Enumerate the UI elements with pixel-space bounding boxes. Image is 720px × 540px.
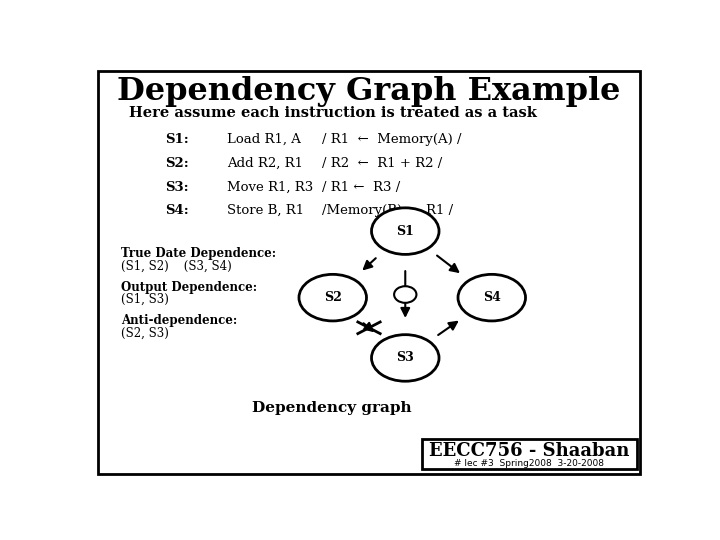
Ellipse shape — [299, 274, 366, 321]
Text: (S2, S3): (S2, S3) — [121, 327, 168, 340]
Text: True Date Dependence:: True Date Dependence: — [121, 247, 276, 260]
Text: Dependency graph: Dependency graph — [252, 401, 411, 415]
Text: / R1 ←  R3 /: / R1 ← R3 / — [322, 180, 400, 193]
Circle shape — [394, 286, 416, 303]
Text: S2:: S2: — [166, 157, 189, 170]
Text: S4:: S4: — [166, 204, 189, 217]
Ellipse shape — [372, 335, 439, 381]
Text: Store B, R1: Store B, R1 — [227, 204, 304, 217]
Text: /Memory(B) ←  R1 /: /Memory(B) ← R1 / — [322, 204, 453, 217]
Ellipse shape — [372, 208, 439, 254]
Text: (S1, S2)    (S3, S4): (S1, S2) (S3, S4) — [121, 260, 231, 273]
Text: Add R2, R1: Add R2, R1 — [227, 157, 302, 170]
Text: Load R1, A: Load R1, A — [227, 133, 300, 146]
Text: S3: S3 — [397, 352, 414, 365]
Text: S2: S2 — [324, 291, 342, 304]
Text: / R1  ←  Memory(A) /: / R1 ← Memory(A) / — [322, 133, 461, 146]
Text: S1:: S1: — [166, 133, 189, 146]
Text: S3:: S3: — [166, 180, 189, 193]
Text: # lec #3  Spring2008  3-20-2008: # lec #3 Spring2008 3-20-2008 — [454, 458, 604, 468]
FancyBboxPatch shape — [99, 71, 639, 474]
Text: EECC756 - Shaaban: EECC756 - Shaaban — [429, 442, 629, 460]
Ellipse shape — [458, 274, 526, 321]
Text: Dependency Graph Example: Dependency Graph Example — [117, 76, 621, 107]
Text: S4: S4 — [483, 291, 500, 304]
Text: (S1, S3): (S1, S3) — [121, 293, 168, 306]
Text: Anti-dependence:: Anti-dependence: — [121, 314, 237, 327]
Text: Output Dependence:: Output Dependence: — [121, 281, 257, 294]
Text: S1: S1 — [396, 225, 414, 238]
Text: / R2  ←  R1 + R2 /: / R2 ← R1 + R2 / — [322, 157, 442, 170]
Text: Move R1, R3: Move R1, R3 — [227, 180, 313, 193]
FancyBboxPatch shape — [422, 439, 637, 469]
Text: Here assume each instruction is treated as a task: Here assume each instruction is treated … — [129, 106, 537, 120]
